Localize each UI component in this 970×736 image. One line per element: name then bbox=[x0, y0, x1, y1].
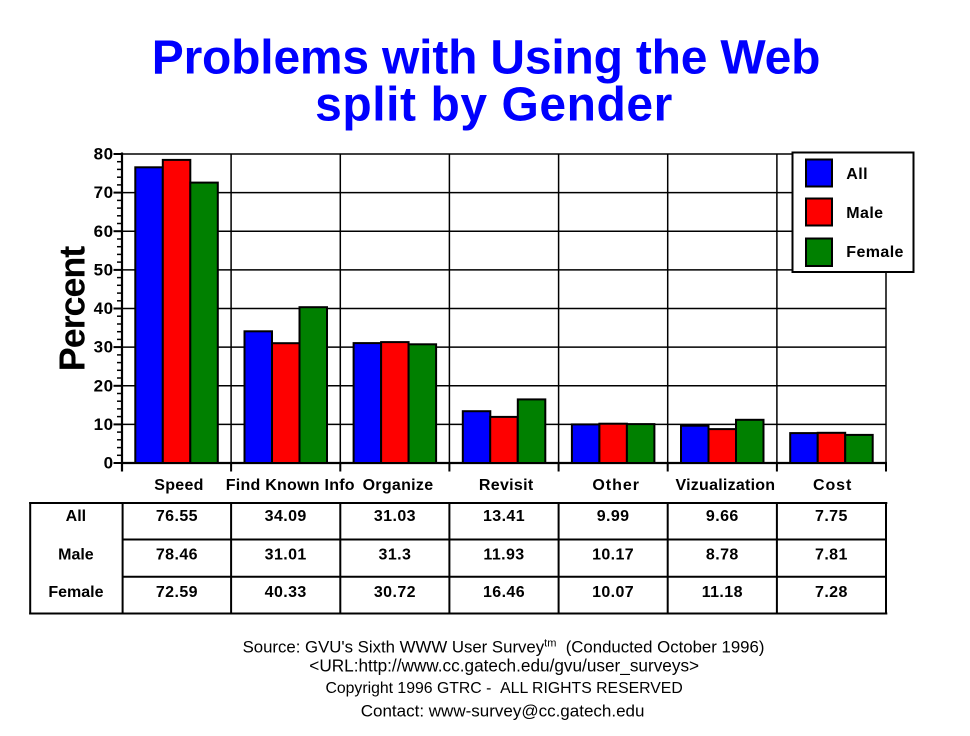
svg-text:60: 60 bbox=[94, 222, 114, 241]
svg-text:Revisit: Revisit bbox=[479, 477, 534, 494]
svg-text:7.75: 7.75 bbox=[815, 508, 848, 525]
svg-text:Male: Male bbox=[58, 547, 94, 564]
svg-text:Female: Female bbox=[846, 244, 904, 261]
svg-text:34.09: 34.09 bbox=[265, 508, 307, 525]
svg-text:11.18: 11.18 bbox=[702, 584, 743, 601]
svg-text:31.03: 31.03 bbox=[374, 508, 416, 525]
svg-text:40: 40 bbox=[94, 299, 114, 318]
svg-text:70: 70 bbox=[94, 183, 114, 202]
svg-text:Percent: Percent bbox=[52, 246, 93, 371]
svg-text:10.07: 10.07 bbox=[592, 584, 634, 601]
svg-text:9.99: 9.99 bbox=[597, 508, 630, 525]
svg-text:31.3: 31.3 bbox=[379, 547, 412, 564]
svg-text:Vizualization: Vizualization bbox=[675, 477, 775, 494]
svg-text:9.66: 9.66 bbox=[706, 508, 739, 525]
svg-text:7.81: 7.81 bbox=[815, 547, 848, 564]
svg-text:30.72: 30.72 bbox=[374, 584, 416, 601]
svg-text:Speed: Speed bbox=[154, 477, 204, 494]
svg-text:All: All bbox=[846, 166, 868, 183]
svg-text:11.93: 11.93 bbox=[483, 547, 524, 564]
svg-text:72.59: 72.59 bbox=[156, 584, 198, 601]
svg-text:40.33: 40.33 bbox=[265, 584, 307, 601]
svg-text:split by Gender: split by Gender bbox=[315, 79, 673, 132]
svg-text:13.41: 13.41 bbox=[483, 508, 525, 525]
svg-text:10: 10 bbox=[94, 415, 114, 434]
svg-text:Other: Other bbox=[592, 477, 640, 494]
svg-text:Source: GVU's Sixth WWW User S: Source: GVU's Sixth WWW User Surveytm (C… bbox=[243, 637, 765, 656]
svg-text:0: 0 bbox=[104, 454, 114, 473]
svg-text:78.46: 78.46 bbox=[156, 547, 198, 564]
svg-text:10.17: 10.17 bbox=[592, 547, 634, 564]
svg-text:Cost: Cost bbox=[813, 477, 852, 494]
svg-text:80: 80 bbox=[94, 145, 114, 164]
svg-text:20: 20 bbox=[94, 376, 114, 395]
svg-text:Problems with Using the Web: Problems with Using the Web bbox=[152, 32, 820, 85]
svg-text:7.28: 7.28 bbox=[815, 584, 848, 601]
svg-text:31.01: 31.01 bbox=[265, 547, 307, 564]
svg-text:Female: Female bbox=[48, 584, 103, 601]
svg-text:<URL:http://www.cc.gatech.edu/: <URL:http://www.cc.gatech.edu/gvu/user_s… bbox=[309, 656, 699, 676]
svg-text:50: 50 bbox=[94, 261, 114, 280]
svg-text:8.78: 8.78 bbox=[706, 547, 739, 564]
svg-text:Organize: Organize bbox=[363, 477, 434, 494]
svg-text:30: 30 bbox=[94, 338, 114, 357]
svg-text:Contact: www-survey@cc.gatech.: Contact: www-survey@cc.gatech.edu bbox=[361, 702, 645, 721]
svg-text:All: All bbox=[66, 508, 86, 525]
svg-text:Copyright 1996 GTRC - ALL RIG: Copyright 1996 GTRC - ALL RIGHTS RESERVE… bbox=[325, 680, 682, 697]
svg-text:Male: Male bbox=[846, 205, 883, 222]
svg-text:16.46: 16.46 bbox=[483, 584, 525, 601]
svg-text:Find Known Info: Find Known Info bbox=[226, 477, 355, 494]
svg-text:76.55: 76.55 bbox=[156, 508, 198, 525]
